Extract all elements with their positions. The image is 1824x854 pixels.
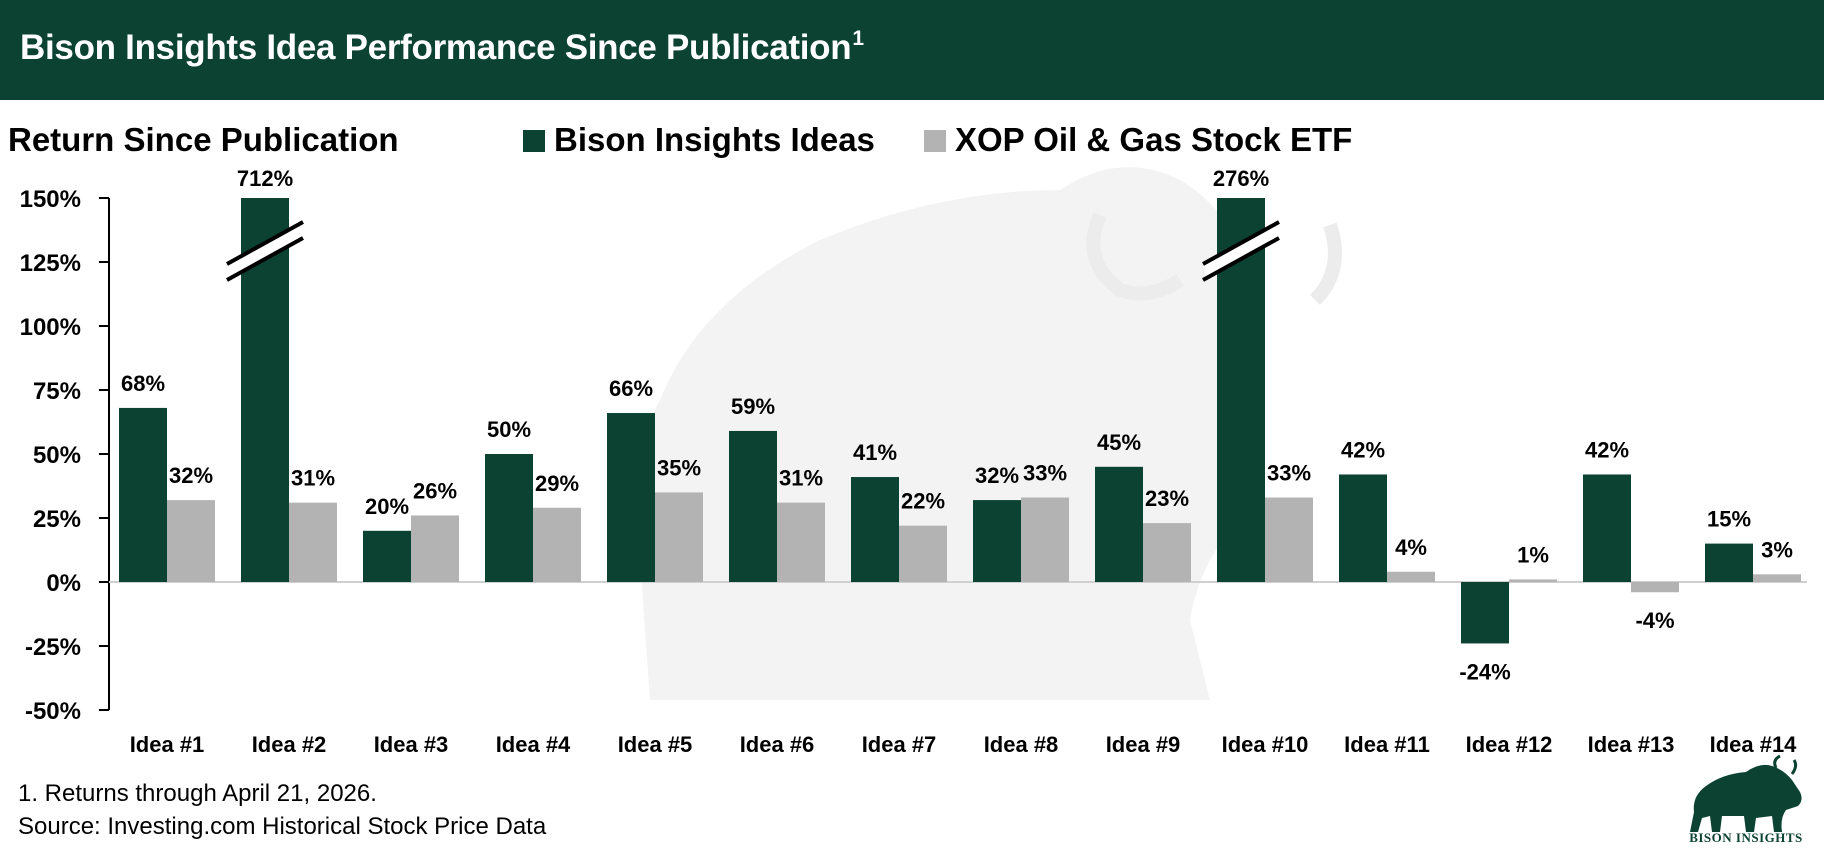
data-label-xop: 31% <box>291 466 335 491</box>
x-tick-label: Idea #8 <box>984 732 1059 757</box>
data-label-xop: 29% <box>535 471 579 496</box>
footnote-source: Source: Investing.com Historical Stock P… <box>18 813 547 840</box>
x-tick-label: Idea #7 <box>862 732 937 757</box>
y-tick-label: 150% <box>20 186 81 213</box>
data-label-bison: 42% <box>1341 437 1385 462</box>
data-label-bison: 20% <box>365 494 409 519</box>
data-label-bison: 15% <box>1707 507 1751 532</box>
x-tick-label: Idea #11 <box>1344 732 1430 757</box>
data-label-bison: 712% <box>237 166 293 191</box>
title-footnote-mark: 1 <box>852 27 864 50</box>
data-label-xop: 23% <box>1145 486 1189 511</box>
data-label-bison: 66% <box>609 376 653 401</box>
x-tick-label: Idea #9 <box>1106 732 1181 757</box>
axis-break-line <box>1202 220 1280 266</box>
data-label-xop: 33% <box>1267 461 1311 486</box>
bar-bison <box>1095 466 1143 582</box>
data-label-bison: 42% <box>1585 437 1629 462</box>
chart-title: Bison Insights Idea Performance Since Pu… <box>20 27 864 67</box>
data-label-bison: 41% <box>853 440 897 465</box>
x-tick-label: Idea #12 <box>1466 732 1553 757</box>
data-label-bison: 68% <box>121 371 165 396</box>
bar-bison <box>607 413 655 582</box>
legend-item-bison: Bison Insights Ideas <box>523 121 875 159</box>
data-label-xop: 26% <box>413 478 457 503</box>
bar-xop <box>533 507 581 582</box>
title-banner: Bison Insights Idea Performance Since Pu… <box>0 0 1824 100</box>
bar-xop <box>1387 571 1435 582</box>
data-label-xop: 31% <box>779 466 823 491</box>
data-label-xop: 3% <box>1761 537 1793 562</box>
bar-xop <box>1509 579 1557 582</box>
bar-bison <box>363 530 411 582</box>
bar-xop <box>899 525 947 582</box>
axis-break-line <box>226 220 304 266</box>
data-label-xop: 1% <box>1517 542 1549 567</box>
x-tick-label: Idea #6 <box>740 732 815 757</box>
bar-bison <box>1461 582 1509 644</box>
axis-break-gap <box>1205 223 1277 279</box>
data-label-bison: 32% <box>975 463 1019 488</box>
legend-swatch-xop <box>924 130 946 152</box>
bar-xop <box>1265 497 1313 582</box>
y-tick-label: 125% <box>20 250 81 277</box>
data-label-xop: 35% <box>657 455 701 480</box>
x-tick-label: Idea #2 <box>252 732 327 757</box>
bison-logo-icon <box>1690 754 1802 832</box>
bar-bison <box>119 407 167 582</box>
y-tick-label: 50% <box>33 442 81 469</box>
x-tick-label: Idea #13 <box>1588 732 1675 757</box>
bar-xop <box>1143 523 1191 582</box>
axis-break-line <box>1202 236 1280 282</box>
data-label-bison: 59% <box>731 394 775 419</box>
bar-xop <box>777 502 825 582</box>
bar-bison <box>485 454 533 582</box>
legend-label-bison: Bison Insights Ideas <box>554 121 875 158</box>
y-tick-label: 75% <box>33 378 81 405</box>
y-axis-title: Return Since Publication <box>8 121 399 158</box>
bar-xop <box>1021 497 1069 582</box>
bar-xop <box>655 492 703 582</box>
x-tick-label: Idea #1 <box>130 732 205 757</box>
y-tick-label: 25% <box>33 506 81 533</box>
legend-label-xop: XOP Oil & Gas Stock ETF <box>955 121 1353 158</box>
legend-swatch-bison <box>523 130 545 152</box>
bar-bison <box>851 477 899 582</box>
data-label-bison: 50% <box>487 417 531 442</box>
bar-bison <box>1339 474 1387 582</box>
data-label-xop: 33% <box>1023 461 1067 486</box>
logo-text: BISON INSIGHTS <box>1689 830 1803 845</box>
bar-bison <box>1583 474 1631 582</box>
footnote-returns: 1. Returns through April 21, 2026. <box>18 780 377 807</box>
y-tick-label: 100% <box>20 314 81 341</box>
y-tick-label: -50% <box>25 698 81 725</box>
legend-item-xop: XOP Oil & Gas Stock ETF <box>924 121 1352 159</box>
bar-xop <box>1631 582 1679 593</box>
axis-break-gap <box>229 223 301 279</box>
x-tick-label: Idea #4 <box>496 732 571 757</box>
data-label-bison: -24% <box>1459 659 1510 684</box>
y-tick-label: 0% <box>46 570 81 597</box>
bar-xop <box>289 502 337 582</box>
axis-break-line <box>226 236 304 282</box>
x-tick-label: Idea #3 <box>374 732 449 757</box>
x-tick-label: Idea #14 <box>1710 732 1798 757</box>
data-label-bison: 45% <box>1097 430 1141 455</box>
bar-bison <box>973 500 1021 582</box>
data-label-xop: 4% <box>1395 535 1427 560</box>
bar-xop <box>167 500 215 582</box>
bar-xop <box>1753 574 1801 582</box>
data-label-bison: 276% <box>1213 166 1269 191</box>
x-tick-label: Idea #5 <box>618 732 693 757</box>
y-tick-label: -25% <box>25 634 81 661</box>
data-label-xop: -4% <box>1635 608 1674 633</box>
bar-xop <box>411 515 459 582</box>
bar-bison <box>1705 543 1753 582</box>
x-tick-label: Idea #10 <box>1222 732 1309 757</box>
bar-bison <box>729 430 777 582</box>
data-label-xop: 32% <box>169 463 213 488</box>
data-label-xop: 22% <box>901 489 945 514</box>
